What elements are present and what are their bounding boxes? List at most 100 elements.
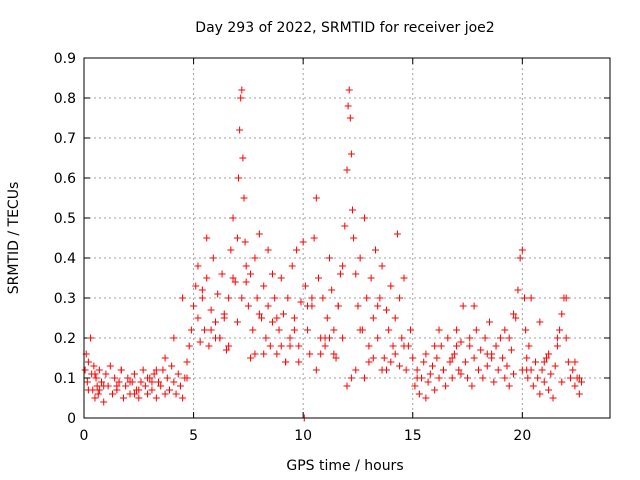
data-point xyxy=(529,382,537,390)
data-point xyxy=(122,382,130,390)
data-point xyxy=(312,194,320,202)
data-point xyxy=(126,378,134,386)
data-point xyxy=(299,238,307,246)
data-point xyxy=(319,294,327,302)
data-point xyxy=(352,366,360,374)
data-point xyxy=(571,382,579,390)
data-point xyxy=(472,326,480,334)
data-point xyxy=(317,350,325,358)
data-point xyxy=(551,362,559,370)
data-point xyxy=(325,254,333,262)
data-point xyxy=(304,302,312,310)
data-point xyxy=(236,126,244,134)
data-point xyxy=(415,390,423,398)
data-point xyxy=(499,354,507,362)
data-point xyxy=(553,342,561,350)
data-point xyxy=(411,382,419,390)
data-point xyxy=(536,318,544,326)
data-point xyxy=(271,294,279,302)
data-point xyxy=(95,366,103,374)
data-point xyxy=(367,274,375,282)
y-tick-label: 0.4 xyxy=(54,251,76,267)
data-point xyxy=(100,398,108,406)
data-point xyxy=(239,154,247,162)
data-point xyxy=(94,390,102,398)
data-point xyxy=(203,234,211,242)
data-point xyxy=(172,390,180,398)
data-point xyxy=(347,150,355,158)
data-point xyxy=(448,354,456,362)
data-point xyxy=(496,334,504,342)
data-point xyxy=(100,382,108,390)
data-point xyxy=(238,294,246,302)
data-point xyxy=(354,302,362,310)
data-point xyxy=(562,294,570,302)
data-point xyxy=(345,86,353,94)
data-point xyxy=(277,274,285,282)
data-point xyxy=(371,246,379,254)
data-point xyxy=(290,314,298,322)
y-tick-label: 0.7 xyxy=(54,131,76,147)
data-point xyxy=(220,314,228,322)
data-point xyxy=(255,310,263,318)
data-point xyxy=(361,214,369,222)
scatter-points xyxy=(81,86,586,422)
data-point xyxy=(391,350,399,358)
data-point xyxy=(106,362,114,370)
data-point xyxy=(380,354,388,362)
data-point xyxy=(174,370,182,378)
data-point xyxy=(144,390,152,398)
data-point xyxy=(468,382,476,390)
data-point xyxy=(571,358,579,366)
data-point xyxy=(262,334,270,342)
data-point xyxy=(435,374,443,382)
data-point xyxy=(293,246,301,254)
data-point xyxy=(450,350,458,358)
data-point xyxy=(198,286,206,294)
data-point xyxy=(343,166,351,174)
y-tick-label: 0.8 xyxy=(54,91,76,107)
data-point xyxy=(168,362,176,370)
data-point xyxy=(148,386,156,394)
data-point xyxy=(505,382,513,390)
data-point xyxy=(247,270,255,278)
data-point xyxy=(282,358,290,366)
data-point xyxy=(321,342,329,350)
data-point xyxy=(312,366,320,374)
data-point xyxy=(251,254,259,262)
data-point xyxy=(268,270,276,278)
data-point xyxy=(376,294,384,302)
data-point xyxy=(277,342,285,350)
data-point xyxy=(396,294,404,302)
data-point xyxy=(400,274,408,282)
data-point xyxy=(95,386,103,394)
data-point xyxy=(286,334,294,342)
data-point xyxy=(124,374,132,382)
data-point xyxy=(284,294,292,302)
data-point xyxy=(422,394,430,402)
data-point xyxy=(516,254,524,262)
data-point xyxy=(244,302,252,310)
data-point xyxy=(264,302,272,310)
data-point xyxy=(135,394,143,402)
data-point xyxy=(130,370,138,378)
data-point xyxy=(242,262,250,270)
data-point xyxy=(523,366,531,374)
data-point xyxy=(431,342,439,350)
data-point xyxy=(139,366,147,374)
data-point xyxy=(442,382,450,390)
data-point xyxy=(398,334,406,342)
data-point xyxy=(273,314,281,322)
data-point xyxy=(137,378,145,386)
data-point xyxy=(91,394,99,402)
data-point xyxy=(273,350,281,358)
data-point xyxy=(229,274,237,282)
data-point xyxy=(216,334,224,342)
data-point xyxy=(479,374,487,382)
data-point xyxy=(225,294,233,302)
data-point xyxy=(150,370,158,378)
data-point xyxy=(218,270,226,278)
data-point xyxy=(483,350,491,358)
data-point xyxy=(522,326,530,334)
